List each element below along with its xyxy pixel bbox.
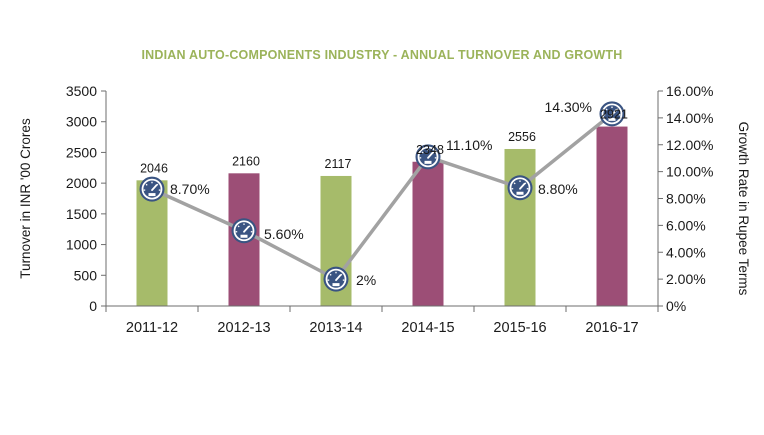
y2-tick-label: 10.00% [666,164,713,180]
marker-base [516,191,524,195]
x-tick-label: 2012-13 [217,320,270,336]
y2-axis-title: Growth Rate in Rupee Terms [736,122,751,296]
y-tick-label: 2000 [66,175,97,191]
labels: 2046 2160 2117 2348 2556 2921 8.70% 5.60% 2% 11.1… [140,99,628,288]
y-tick-label: 3500 [66,83,97,99]
marker-needle [243,225,250,233]
bar-value-label: 2348 [416,143,444,157]
x-tick-label: 2014-15 [401,320,454,336]
growth-rate-label: 5.60% [264,226,304,242]
marker-base [424,160,432,164]
y2-tick-label: 2.00% [666,271,706,287]
growth-rate-label: 11.10% [446,137,492,153]
growth-rate-label: 14.30% [545,99,592,115]
marker-tick [605,108,608,111]
speedometer-icon [415,144,441,170]
marker-ring [233,220,255,242]
marker-base [148,193,156,197]
x-tick-label: 2015-16 [493,320,546,336]
marker-ring [325,268,347,290]
x-tick-label: 2011-12 [126,320,178,336]
marker-base [608,117,616,121]
axes: 0 500 1000 1500 2000 2500 3000 3500 0% 2.00% 4.00%… [18,83,751,336]
bar-series [136,126,628,307]
growth-line [151,112,614,281]
y2-tick-label: 16.00% [666,83,713,99]
growth-line-series [139,101,625,292]
y2-tick-label: 14.00% [666,110,713,126]
marker-base [332,283,340,287]
marker-tick [237,225,240,228]
x-tick-label: 2013-14 [309,320,362,336]
y-tick-label: 500 [74,267,98,283]
bar-value-label: 2117 [325,157,352,171]
marker-ring [141,178,163,200]
marker-ring [417,146,439,168]
marker-needle [427,151,434,159]
bar-2014-15 [412,161,444,306]
y-tick-label: 1500 [66,206,97,222]
marker-base [240,234,248,238]
marker-tick [421,151,424,154]
marker-needle [151,184,158,191]
speedometer-icon [599,101,625,127]
y2-tick-label: 4.00% [666,244,706,260]
y2-tick-label: 0% [666,298,686,314]
y-tick-label: 0 [89,298,97,314]
y-tick-label: 1000 [66,237,97,253]
bar-value-label: 2160 [232,154,260,168]
bar-2015-16 [504,148,536,306]
chart-title: INDIAN AUTO-COMPONENTS INDUSTRY - ANNUAL… [141,48,623,62]
y2-tick-label: 6.00% [666,217,706,233]
growth-rate-label: 8.80% [538,181,578,197]
marker-ring [509,177,531,199]
bar-value-label: 2921 [600,108,628,122]
speedometer-icon [507,175,533,201]
marker-needle [519,182,526,190]
y2-tick-label: 8.00% [666,191,706,207]
growth-rate-label: 8.70% [170,181,210,197]
marker-tick [329,273,332,276]
y-tick-label: 2500 [66,144,97,160]
marker-ring [601,103,623,125]
speedometer-icon [323,266,349,292]
marker-needle [335,274,342,282]
speedometer-icon [139,176,165,202]
bar-value-label: 2046 [140,161,168,175]
x-tick-label: 2016-17 [585,320,638,336]
y-tick-label: 3000 [66,114,97,130]
marker-tick [513,182,516,185]
y2-tick-label: 12.00% [666,137,713,153]
marker-tick [145,183,148,186]
marker-needle [611,108,618,116]
growth-rate-label: 2% [356,272,376,288]
speedometer-icon [231,218,257,244]
bar-2016-17 [596,126,628,307]
y-axis-title: Turnover in INR '00 Crores [18,118,33,279]
bar-value-label: 2556 [508,130,536,144]
